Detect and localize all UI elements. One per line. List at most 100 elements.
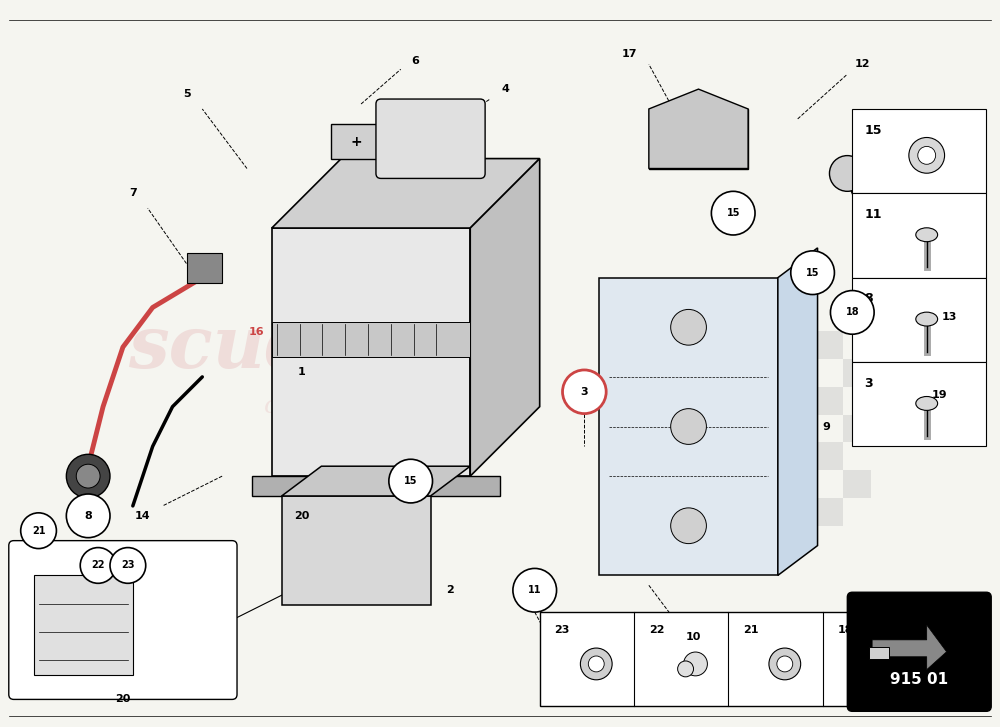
Bar <box>732 303 760 332</box>
Text: 9: 9 <box>823 422 830 432</box>
Bar <box>649 332 677 359</box>
Text: 22: 22 <box>649 625 664 635</box>
Ellipse shape <box>916 396 938 410</box>
Bar <box>843 470 871 498</box>
Bar <box>649 443 677 470</box>
Polygon shape <box>282 496 431 605</box>
Circle shape <box>671 409 706 444</box>
Bar <box>760 443 788 470</box>
Bar <box>331 124 381 158</box>
Text: 7: 7 <box>129 188 137 198</box>
Polygon shape <box>649 89 748 169</box>
Bar <box>272 322 470 357</box>
Text: 21: 21 <box>743 625 759 635</box>
Polygon shape <box>34 575 133 675</box>
Ellipse shape <box>916 228 938 241</box>
Bar <box>704 498 732 526</box>
Bar <box>788 470 816 498</box>
Text: 12: 12 <box>854 60 870 69</box>
Circle shape <box>66 494 110 538</box>
Circle shape <box>769 648 801 680</box>
Circle shape <box>830 291 874 334</box>
Text: 23: 23 <box>555 625 570 635</box>
Bar <box>852 362 986 446</box>
Bar <box>732 414 760 443</box>
Circle shape <box>909 137 945 173</box>
Polygon shape <box>272 228 470 476</box>
Circle shape <box>671 508 706 544</box>
Bar <box>816 443 843 470</box>
Polygon shape <box>872 625 947 670</box>
Circle shape <box>829 156 865 191</box>
Bar <box>677 359 704 387</box>
Bar <box>704 387 732 414</box>
Circle shape <box>711 191 755 235</box>
Text: 8: 8 <box>864 292 873 305</box>
Bar <box>760 332 788 359</box>
Text: 10: 10 <box>686 632 701 642</box>
Text: 18: 18 <box>845 308 859 318</box>
Bar <box>816 332 843 359</box>
Text: 20: 20 <box>115 694 131 704</box>
Text: +: + <box>350 134 362 149</box>
Bar <box>649 387 677 414</box>
Text: 15: 15 <box>864 124 882 137</box>
Bar <box>852 109 986 193</box>
Bar <box>760 387 788 414</box>
Circle shape <box>791 251 834 294</box>
Bar <box>852 278 986 362</box>
Bar <box>843 303 871 332</box>
Circle shape <box>66 454 110 498</box>
Circle shape <box>671 310 706 345</box>
Text: 20: 20 <box>294 511 309 521</box>
Text: 2: 2 <box>447 585 454 595</box>
Circle shape <box>918 146 936 164</box>
Text: 15: 15 <box>806 268 819 278</box>
Text: 15: 15 <box>404 476 417 486</box>
Bar <box>540 612 917 707</box>
Text: 23: 23 <box>121 561 135 571</box>
Circle shape <box>684 652 707 676</box>
Text: 3: 3 <box>581 387 588 397</box>
Circle shape <box>777 656 793 672</box>
Polygon shape <box>649 109 748 169</box>
Text: 22: 22 <box>91 561 105 571</box>
Circle shape <box>588 656 604 672</box>
FancyBboxPatch shape <box>847 593 991 711</box>
Circle shape <box>80 547 116 583</box>
Bar <box>760 498 788 526</box>
Bar <box>843 359 871 387</box>
Circle shape <box>76 465 100 488</box>
Polygon shape <box>252 476 500 496</box>
Text: scuderia: scuderia <box>128 312 475 382</box>
FancyBboxPatch shape <box>376 99 485 178</box>
Text: 14: 14 <box>135 511 151 521</box>
Circle shape <box>513 569 557 612</box>
Circle shape <box>563 370 606 414</box>
FancyBboxPatch shape <box>9 541 237 699</box>
Bar <box>704 443 732 470</box>
Circle shape <box>678 661 694 677</box>
Bar <box>869 647 889 659</box>
Text: 6: 6 <box>412 56 420 66</box>
Bar <box>788 414 816 443</box>
Bar <box>788 303 816 332</box>
Text: 8: 8 <box>84 511 92 521</box>
Text: 1: 1 <box>298 367 305 377</box>
Text: 5: 5 <box>184 89 191 99</box>
Polygon shape <box>599 278 778 575</box>
Text: 4: 4 <box>501 84 509 94</box>
Circle shape <box>110 547 146 583</box>
Text: 18: 18 <box>837 625 853 635</box>
Bar <box>677 470 704 498</box>
Polygon shape <box>778 248 818 575</box>
Bar <box>816 387 843 414</box>
Polygon shape <box>470 158 540 476</box>
Bar <box>704 332 732 359</box>
Bar <box>732 470 760 498</box>
Bar <box>187 253 222 283</box>
Bar <box>677 414 704 443</box>
Circle shape <box>21 513 56 549</box>
Circle shape <box>389 459 433 503</box>
Polygon shape <box>282 466 470 496</box>
